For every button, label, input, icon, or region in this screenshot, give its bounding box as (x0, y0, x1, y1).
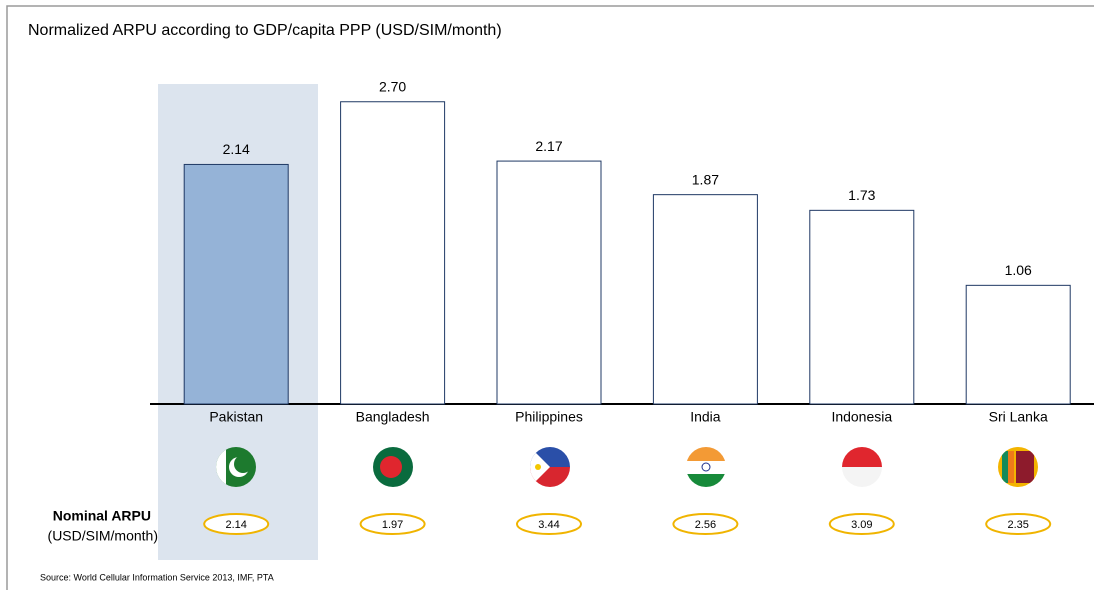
nominal-value: 2.56 (695, 519, 716, 531)
x-tick-label: Philippines (515, 409, 583, 425)
x-tick-label: Indonesia (831, 409, 892, 425)
value-label: 1.06 (1005, 262, 1032, 278)
frame (6, 5, 1094, 590)
flag (998, 447, 1038, 487)
nominal-oval (985, 513, 1052, 535)
value-label: 1.73 (848, 187, 875, 203)
nominal-label: Nominal ARPU (53, 508, 151, 524)
x-tick-label: India (690, 409, 721, 425)
flag (842, 447, 882, 487)
x-tick-label: Pakistan (209, 409, 263, 425)
nominal-value: 3.44 (538, 519, 559, 531)
bar (340, 101, 446, 405)
nominal-oval (828, 513, 895, 535)
nominal-value: 3.09 (851, 519, 872, 531)
bar (809, 209, 915, 405)
bar (183, 163, 289, 405)
flag (216, 447, 256, 487)
flag (686, 447, 726, 487)
bar (652, 194, 758, 405)
nominal-value: 2.35 (1007, 519, 1028, 531)
nominal-oval (672, 513, 739, 535)
value-label: 2.14 (223, 141, 250, 157)
flag (530, 447, 570, 487)
flags (216, 447, 1038, 487)
nominal-oval (203, 513, 270, 535)
chart-title: Normalized ARPU according to GDP/capita … (28, 22, 502, 39)
value-label: 1.87 (692, 171, 719, 187)
nominal-value: 2.14 (225, 519, 246, 531)
source: Source: World Cellular Information Servi… (40, 572, 274, 582)
flag (373, 447, 413, 487)
bar (965, 284, 1071, 405)
value-label: 2.70 (379, 78, 406, 94)
nominal-value: 1.97 (382, 519, 403, 531)
value-label: 2.17 (535, 138, 562, 154)
nominal-oval (516, 513, 582, 535)
nominal-unit: (USD/SIM/month) (48, 528, 158, 544)
x-tick-label: Bangladesh (356, 409, 430, 425)
x-tick-label: Sri Lanka (989, 409, 1048, 425)
bar (496, 160, 602, 405)
nominal-oval (359, 513, 426, 535)
